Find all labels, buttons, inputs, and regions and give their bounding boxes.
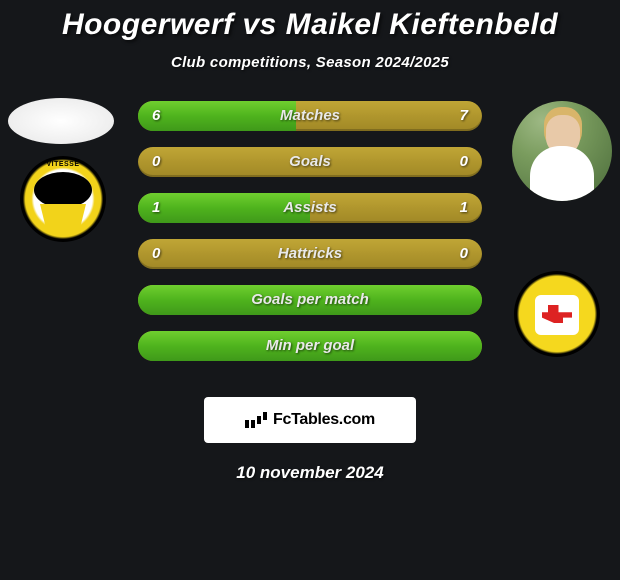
stat-label: Matches xyxy=(138,101,482,131)
footer-date: 10 november 2024 xyxy=(0,463,620,483)
stat-label: Assists xyxy=(138,193,482,223)
club-right-badge xyxy=(514,271,600,357)
brand-chart-icon xyxy=(245,412,267,428)
club-left-badge: VITESSE xyxy=(20,156,106,242)
stat-label: Goals per match xyxy=(138,285,482,315)
stat-row-mpg: Min per goal xyxy=(138,331,482,361)
stat-right-value: 7 xyxy=(460,101,468,131)
stat-right-value: 1 xyxy=(460,193,468,223)
stat-row-assists: 1 Assists 1 xyxy=(138,193,482,223)
stats-list: 6 Matches 7 0 Goals 0 1 Assists 1 0 xyxy=(138,101,482,377)
stat-label: Hattricks xyxy=(138,239,482,269)
page-subtitle: Club competitions, Season 2024/2025 xyxy=(0,54,620,71)
stat-label: Min per goal xyxy=(138,331,482,361)
infographic-root: Hoogerwerf vs Maikel Kieftenbeld Club co… xyxy=(0,0,620,483)
stat-label: Goals xyxy=(138,147,482,177)
stat-right-value: 0 xyxy=(460,239,468,269)
stat-row-hattricks: 0 Hattricks 0 xyxy=(138,239,482,269)
brand-text: FcTables.com xyxy=(273,411,375,429)
player-right-avatar xyxy=(512,101,612,201)
brand-badge: FcTables.com xyxy=(204,397,416,443)
page-title: Hoogerwerf vs Maikel Kieftenbeld xyxy=(0,8,620,42)
stat-right-value: 0 xyxy=(460,147,468,177)
stat-row-matches: 6 Matches 7 xyxy=(138,101,482,131)
comparison-area: VITESSE 6 Matches 7 0 Goals 0 1 xyxy=(0,101,620,381)
stat-row-goals: 0 Goals 0 xyxy=(138,147,482,177)
stat-row-gpm: Goals per match xyxy=(138,285,482,315)
player-left-avatar xyxy=(8,98,114,144)
club-left-label: VITESSE xyxy=(20,161,106,168)
